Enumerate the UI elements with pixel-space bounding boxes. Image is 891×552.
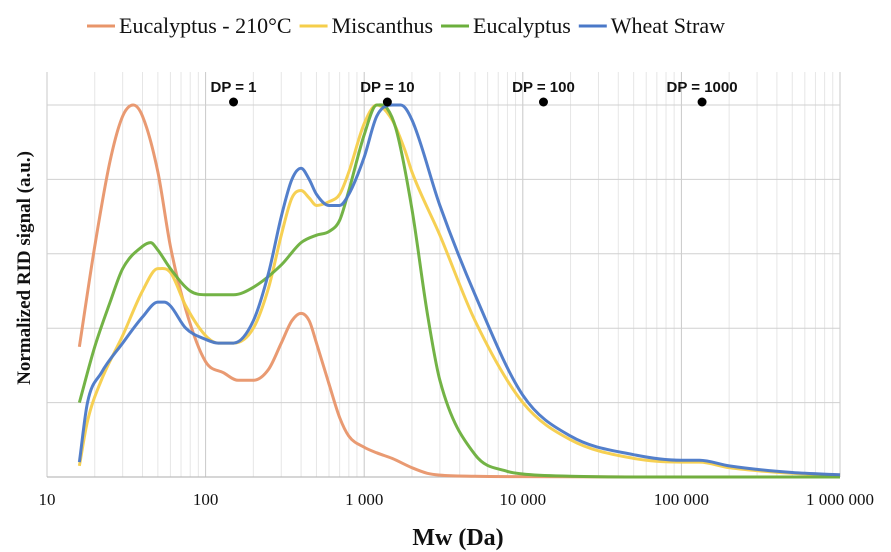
annotation-marker-dp-1000 [697,97,707,107]
legend-label-miscanthus: Miscanthus [332,13,433,38]
y-axis-title: Normalized RID signal (a.u.) [14,151,35,385]
x-tick-label: 10 [39,490,56,509]
x-tick-label: 100 000 [654,490,709,509]
annotation-marker-dp-100 [538,97,548,107]
x-tick-label: 1 000 [345,490,383,509]
series-line-eucalyptus-210-c [77,103,841,479]
series-layer [77,103,841,479]
annotation-label-dp-1000: DP = 1000 [667,79,738,96]
annotation-label-dp-10: DP = 10 [360,79,414,96]
x-axis-title: Mw (Da) [412,525,503,551]
x-tick-labels: 10 100 1 000 10 000 100 000 1 000 000 [39,490,875,509]
legend: Eucalyptus - 210°C Miscanthus Eucalyptus Wh… [87,13,725,38]
annotation-label-dp-100: DP = 100 [512,79,575,96]
series-line-wheat-straw [77,103,841,477]
annotation-marker-dp-1 [229,97,239,107]
x-tick-label: 10 000 [499,490,546,509]
legend-label-eucalyptus: Eucalyptus [473,13,571,38]
annotation-layer: DP = 1 DP = 10 DP = 100 DP = 1000 [211,79,738,107]
series-line-miscanthus [77,103,841,477]
legend-label-wheat-straw: Wheat Straw [611,13,725,38]
series-line-eucalyptus [77,103,841,479]
grid [46,72,841,478]
x-tick-label: 100 [193,490,219,509]
legend-label-eucalyptus-210-c: Eucalyptus - 210°C [119,13,292,38]
annotation-marker-dp-10 [382,97,392,107]
x-tick-label: 1 000 000 [806,490,874,509]
annotation-label-dp-1: DP = 1 [211,79,257,96]
